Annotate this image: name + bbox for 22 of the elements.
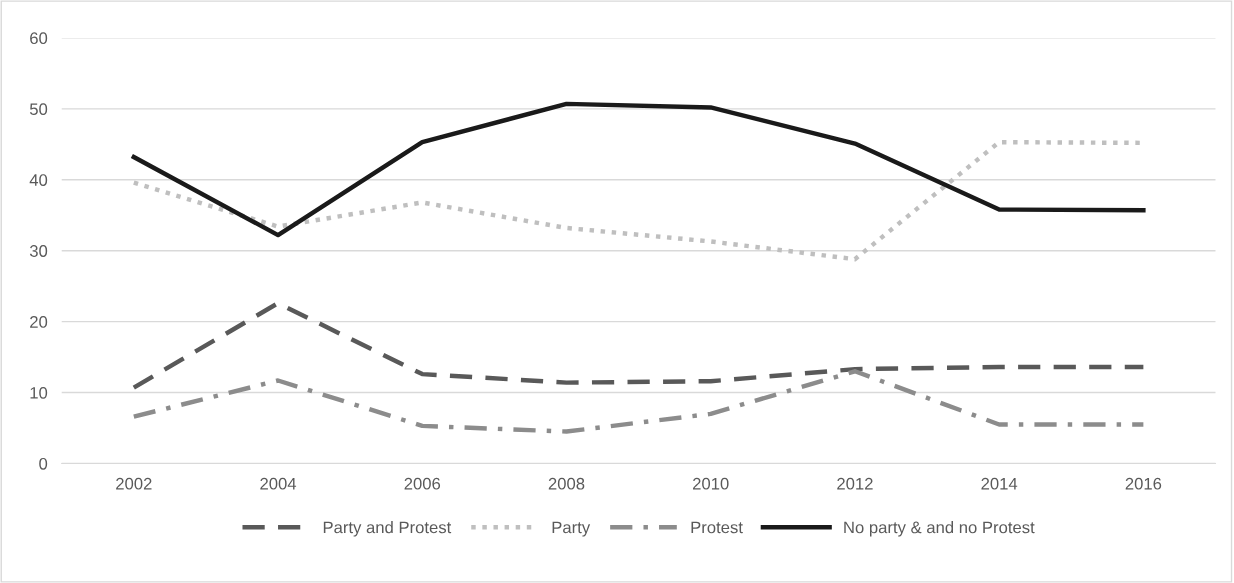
x-tick-label: 2014: [981, 477, 1018, 490]
x-tick-label: 2002: [116, 477, 152, 490]
legend-label: Party and Protest: [323, 521, 452, 537]
y-tick-label: 30: [29, 245, 48, 257]
y-tick-label: 10: [30, 386, 48, 399]
y-tick-label: 0: [39, 457, 48, 470]
legend-label: No party & and no Protest: [844, 521, 1035, 537]
line-series: [131, 101, 1146, 238]
x-tick-label: 2006: [404, 477, 441, 490]
x-tick-label: 2012: [837, 477, 873, 490]
x-tick-label: 2016: [1125, 477, 1162, 490]
x-tick-label: 2004: [260, 477, 297, 490]
line-series: [131, 300, 1146, 390]
y-tick-label: 40: [29, 174, 48, 186]
x-tick-label: 2008: [548, 477, 585, 490]
y-tick-label: 20: [30, 316, 48, 328]
y-tick-label: 50: [29, 103, 48, 116]
legend-label: Protest: [691, 521, 743, 534]
legend-label: Party: [552, 521, 591, 537]
line-series: [131, 369, 1146, 434]
y-tick-label: 60: [30, 32, 48, 45]
x-tick-label: 2010: [693, 477, 729, 490]
